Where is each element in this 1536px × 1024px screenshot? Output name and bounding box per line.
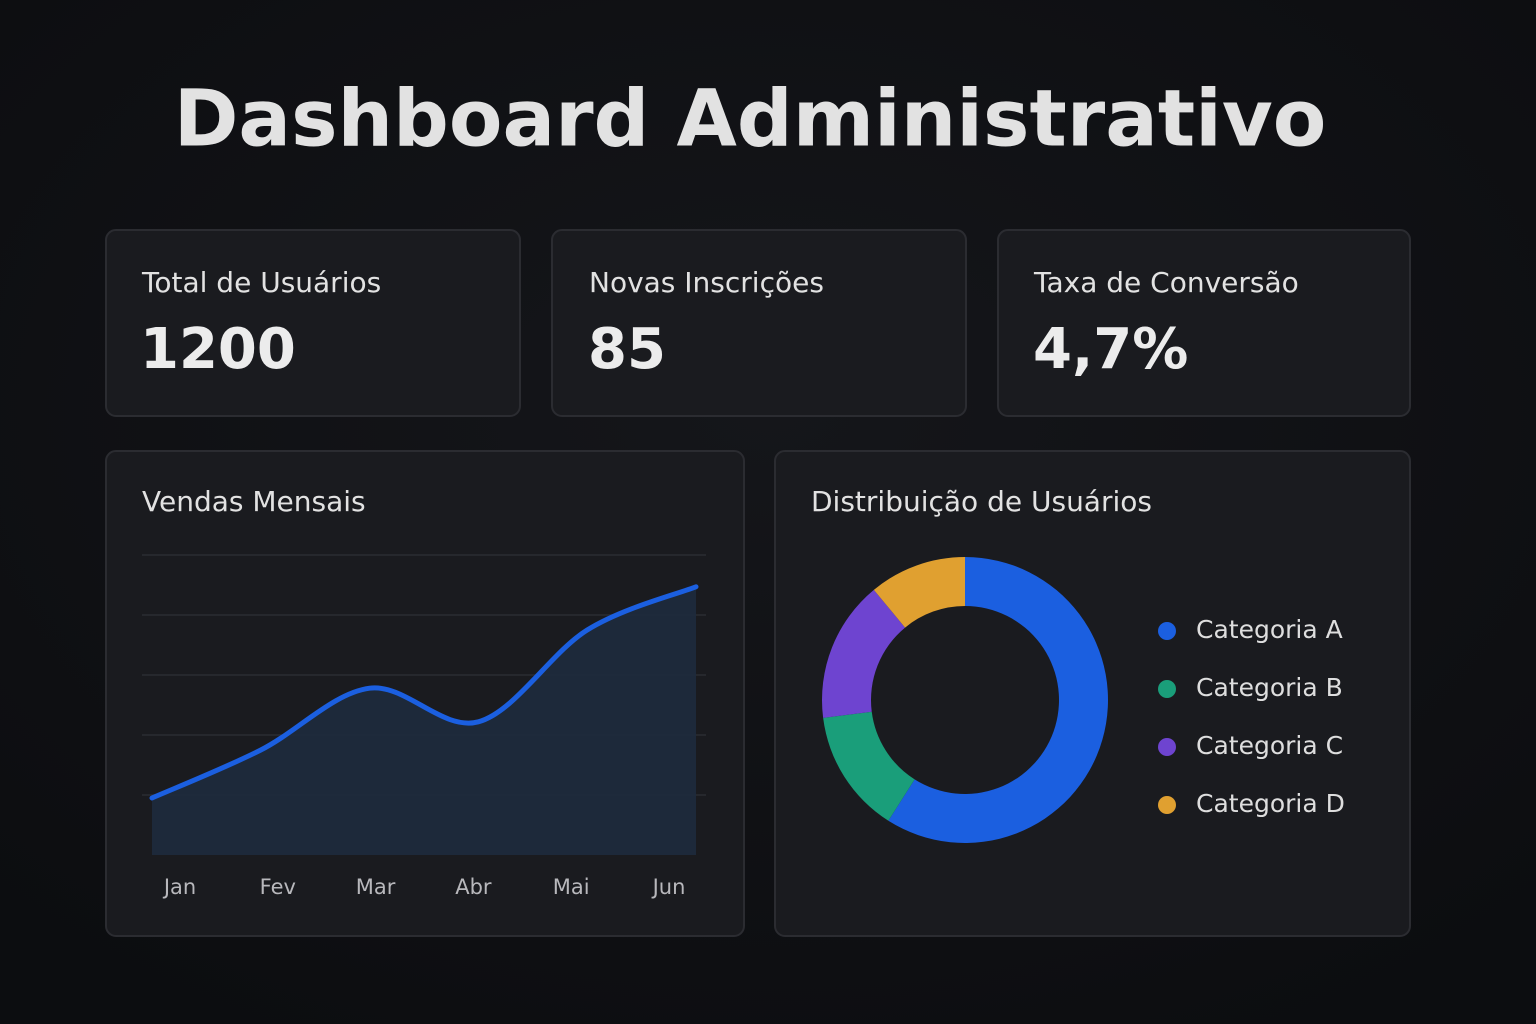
x-tick-label: Abr [455,875,492,899]
stat-card [551,229,967,417]
stat-label: Total de Usuários [141,266,381,299]
x-tick-label: Jan [162,875,196,899]
stat-card [997,229,1411,417]
x-tick-label: Jun [651,875,686,899]
legend-label: Categoria C [1196,731,1343,760]
stat-value: 4,7% [1033,317,1188,382]
chart-title: Distribuição de Usuários [811,485,1152,518]
line [149,584,699,801]
donut-slice [823,711,915,821]
donut-slice [888,557,1108,844]
page-title: Dashboard Administrativo [174,74,1327,164]
legend-swatch [1158,738,1176,756]
legend-swatch [1158,796,1176,814]
stat-label: Taxa de Conversão [1033,266,1299,299]
legend-label: Categoria D [1196,789,1345,818]
chart-title: Vendas Mensais [142,485,366,518]
stat-card [105,229,521,417]
donut-slice [822,589,906,718]
x-tick-label: Fev [260,875,296,899]
legend-swatch [1158,622,1176,640]
legend-label: Categoria A [1196,615,1343,644]
stat-label: Novas Inscrições [589,266,824,299]
stat-value: 85 [588,317,666,382]
stat-value: 1200 [140,317,296,382]
donut-slice [873,557,965,628]
legend-swatch [1158,680,1176,698]
x-tick-label: Mar [356,875,396,899]
x-tick-label: Mai [553,875,590,899]
legend-label: Categoria B [1196,673,1343,702]
